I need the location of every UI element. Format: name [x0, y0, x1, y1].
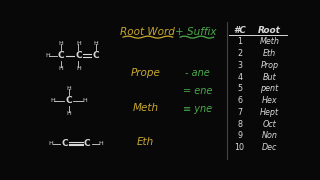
Text: H: H [76, 66, 81, 71]
Text: 9: 9 [237, 131, 242, 140]
Text: + Suffix: + Suffix [175, 27, 217, 37]
Text: C: C [58, 51, 64, 60]
Text: Prope: Prope [131, 68, 160, 78]
Text: C: C [92, 51, 99, 60]
Text: H: H [66, 111, 71, 116]
Text: 7: 7 [237, 108, 242, 117]
Text: H: H [76, 40, 81, 46]
Text: H: H [82, 98, 87, 103]
Text: Non: Non [261, 131, 277, 140]
Text: Eth: Eth [263, 49, 276, 58]
Text: - ane: - ane [185, 68, 210, 78]
Text: Root: Root [258, 26, 281, 35]
Text: 2: 2 [237, 49, 242, 58]
Text: 6: 6 [237, 96, 242, 105]
Text: 10: 10 [235, 143, 245, 152]
Text: Prop: Prop [260, 61, 278, 70]
Text: H: H [98, 141, 103, 146]
Text: But: But [262, 73, 276, 82]
Text: 3: 3 [237, 61, 242, 70]
Text: H: H [49, 141, 53, 146]
Text: C: C [65, 96, 72, 105]
Text: Eth: Eth [137, 137, 154, 147]
Text: H: H [45, 53, 50, 58]
Text: 4: 4 [237, 73, 242, 82]
Text: C: C [75, 51, 82, 60]
Text: H: H [59, 66, 63, 71]
Text: 5: 5 [237, 84, 242, 93]
Text: Hept: Hept [260, 108, 279, 117]
Text: H: H [93, 40, 98, 46]
Text: H: H [59, 40, 63, 46]
Text: Oct: Oct [262, 120, 276, 129]
Text: H: H [66, 86, 71, 91]
Text: Hex: Hex [261, 96, 277, 105]
Text: 8: 8 [237, 120, 242, 129]
Text: C: C [84, 139, 91, 148]
Text: #C: #C [233, 26, 246, 35]
Text: = ene: = ene [183, 86, 212, 96]
Text: pent: pent [260, 84, 278, 93]
Text: Meth: Meth [132, 103, 158, 112]
Text: Dec: Dec [262, 143, 277, 152]
Text: H: H [50, 98, 55, 103]
Text: Meth: Meth [260, 37, 279, 46]
Text: Root Word: Root Word [120, 27, 175, 37]
Text: ≡ yne: ≡ yne [183, 104, 212, 114]
Text: C: C [61, 139, 68, 148]
Text: 1: 1 [237, 37, 242, 46]
